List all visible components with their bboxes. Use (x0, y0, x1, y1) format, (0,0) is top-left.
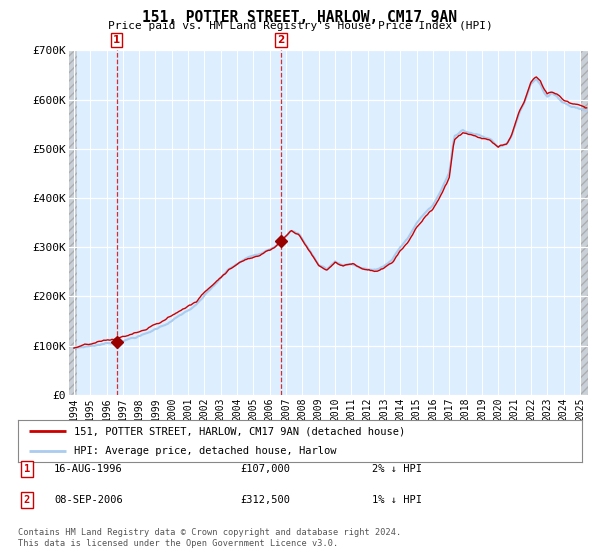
Bar (69, 50, 77, 395)
Text: £312,500: £312,500 (240, 495, 290, 505)
Text: 08-SEP-2006: 08-SEP-2006 (54, 495, 123, 505)
Text: 151, POTTER STREET, HARLOW, CM17 9AN (detached house): 151, POTTER STREET, HARLOW, CM17 9AN (de… (74, 426, 406, 436)
Bar (580, 50, 596, 395)
Text: 16-AUG-1996: 16-AUG-1996 (54, 464, 123, 474)
Text: Contains HM Land Registry data © Crown copyright and database right 2024.
This d: Contains HM Land Registry data © Crown c… (18, 528, 401, 548)
Text: 2: 2 (24, 495, 30, 505)
Text: 1: 1 (24, 464, 30, 474)
Text: £107,000: £107,000 (240, 464, 290, 474)
Text: 1: 1 (113, 35, 120, 45)
Text: Price paid vs. HM Land Registry's House Price Index (HPI): Price paid vs. HM Land Registry's House … (107, 21, 493, 31)
Text: 151, POTTER STREET, HARLOW, CM17 9AN: 151, POTTER STREET, HARLOW, CM17 9AN (143, 10, 458, 25)
Text: HPI: Average price, detached house, Harlow: HPI: Average price, detached house, Harl… (74, 446, 337, 456)
Text: 2: 2 (277, 35, 284, 45)
Text: 2% ↓ HPI: 2% ↓ HPI (372, 464, 422, 474)
Text: 1% ↓ HPI: 1% ↓ HPI (372, 495, 422, 505)
